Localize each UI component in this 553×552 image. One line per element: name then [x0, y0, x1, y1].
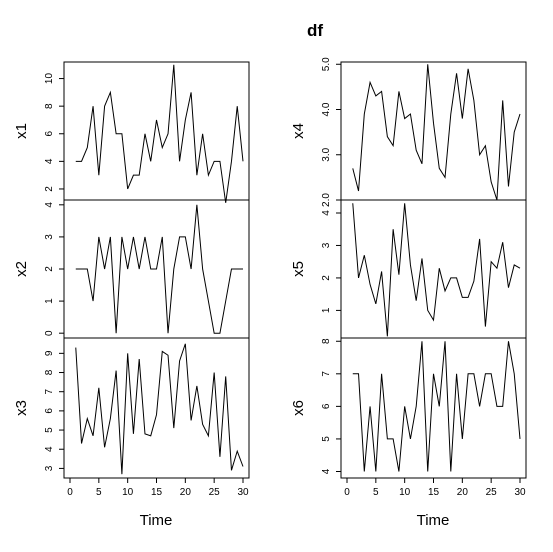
y-tick-label-x3: 7: [44, 388, 55, 394]
x-axis-title-left: Time: [140, 512, 173, 529]
y-tick-label-x6: 4: [321, 468, 332, 474]
x-tick-label: 5: [373, 487, 379, 498]
y-tick-label-x3: 9: [44, 350, 55, 356]
panel-x2: 0 1 2 3 4 x2: [13, 199, 250, 339]
y-tick-label-x1: 6: [44, 131, 55, 137]
x-tick-label: 20: [180, 487, 192, 498]
y-tick-label-x6: 7: [321, 371, 332, 377]
y-tick-label-x2: 2: [44, 266, 55, 272]
y-axis-title-x3: x3: [13, 400, 30, 416]
y-tick-label-x3: 3: [44, 465, 55, 471]
y-axis-title-x4: x4: [290, 123, 307, 139]
y-tick-label-x6: 5: [321, 436, 332, 442]
panel-x5: 1 2 3 4 x5: [290, 199, 527, 339]
x-tick-label: 15: [428, 487, 440, 498]
panel-frame-x1: [63, 61, 250, 201]
y-tick-label-x1: 2: [44, 186, 55, 192]
y-tick-label-x5: 1: [321, 307, 332, 313]
y-tick-label-x2: 3: [44, 234, 55, 240]
x-tick-label: 0: [67, 487, 73, 498]
series-line-x2: [75, 204, 243, 334]
y-tick-label-x4: 3.0: [321, 147, 332, 161]
panel-x1: 2 4 6 8 10 x1: [13, 61, 250, 203]
x-tick-label: 25: [486, 487, 498, 498]
y-tick-label-x2: 1: [44, 298, 55, 304]
x-tick-label: 10: [399, 487, 411, 498]
panel-x6: 4 5 6 7 8 x6 0 5 10 15 20 25 30: [290, 337, 527, 498]
y-axis-title-x5: x5: [290, 261, 307, 277]
y-tick-label-x6: 8: [321, 338, 332, 344]
y-tick-label-x5: 2: [321, 275, 332, 281]
panel-frame-x3: [63, 337, 250, 479]
x-tick-label: 0: [344, 487, 350, 498]
y-tick-label-x1: 4: [44, 158, 55, 164]
y-tick-label-x3: 4: [44, 446, 55, 452]
y-tick-label-x6: 6: [321, 403, 332, 409]
x-tick-label: 10: [122, 487, 134, 498]
y-tick-label-x4: 4.0: [321, 102, 332, 116]
y-tick-label-x3: 8: [44, 369, 55, 375]
x-axis-title-right: Time: [417, 512, 450, 529]
y-tick-label-x5: 4: [321, 210, 332, 216]
y-tick-label-x4: 5.0: [321, 57, 332, 71]
x-tick-label: 15: [151, 487, 163, 498]
y-tick-label-x1: 10: [44, 73, 55, 85]
y-axis-title-x1: x1: [13, 123, 30, 139]
x-tick-label: 30: [514, 487, 526, 498]
y-tick-label-x5: 3: [321, 242, 332, 248]
y-tick-label-x2: 4: [44, 202, 55, 208]
y-tick-label-x4: 2.0: [321, 193, 332, 207]
y-tick-label-x3: 5: [44, 427, 55, 433]
series-line-x3: [75, 343, 244, 475]
x-tick-label: 20: [457, 487, 469, 498]
x-tick-label: 5: [96, 487, 102, 498]
y-axis-title-x2: x2: [13, 261, 30, 277]
chart-title: df: [307, 21, 323, 40]
y-tick-label-x2: 0: [44, 330, 55, 336]
panel-x4: 2.0 3.0 4.0 5.0 x4: [290, 57, 527, 207]
panel-x3: 3 4 5 6 7 8 9 x3 0 5 10 15 20 25 30: [13, 337, 250, 498]
series-line-x5: [352, 203, 521, 337]
panel-frame-x6: [340, 337, 527, 479]
series-line-x6: [352, 341, 521, 472]
y-tick-label-x1: 8: [44, 103, 55, 109]
x-tick-label: 30: [237, 487, 249, 498]
series-line-x4: [352, 64, 521, 201]
x-tick-label: 25: [209, 487, 221, 498]
y-axis-title-x6: x6: [290, 400, 307, 416]
series-line-x1: [75, 64, 244, 203]
y-tick-label-x3: 6: [44, 408, 55, 414]
